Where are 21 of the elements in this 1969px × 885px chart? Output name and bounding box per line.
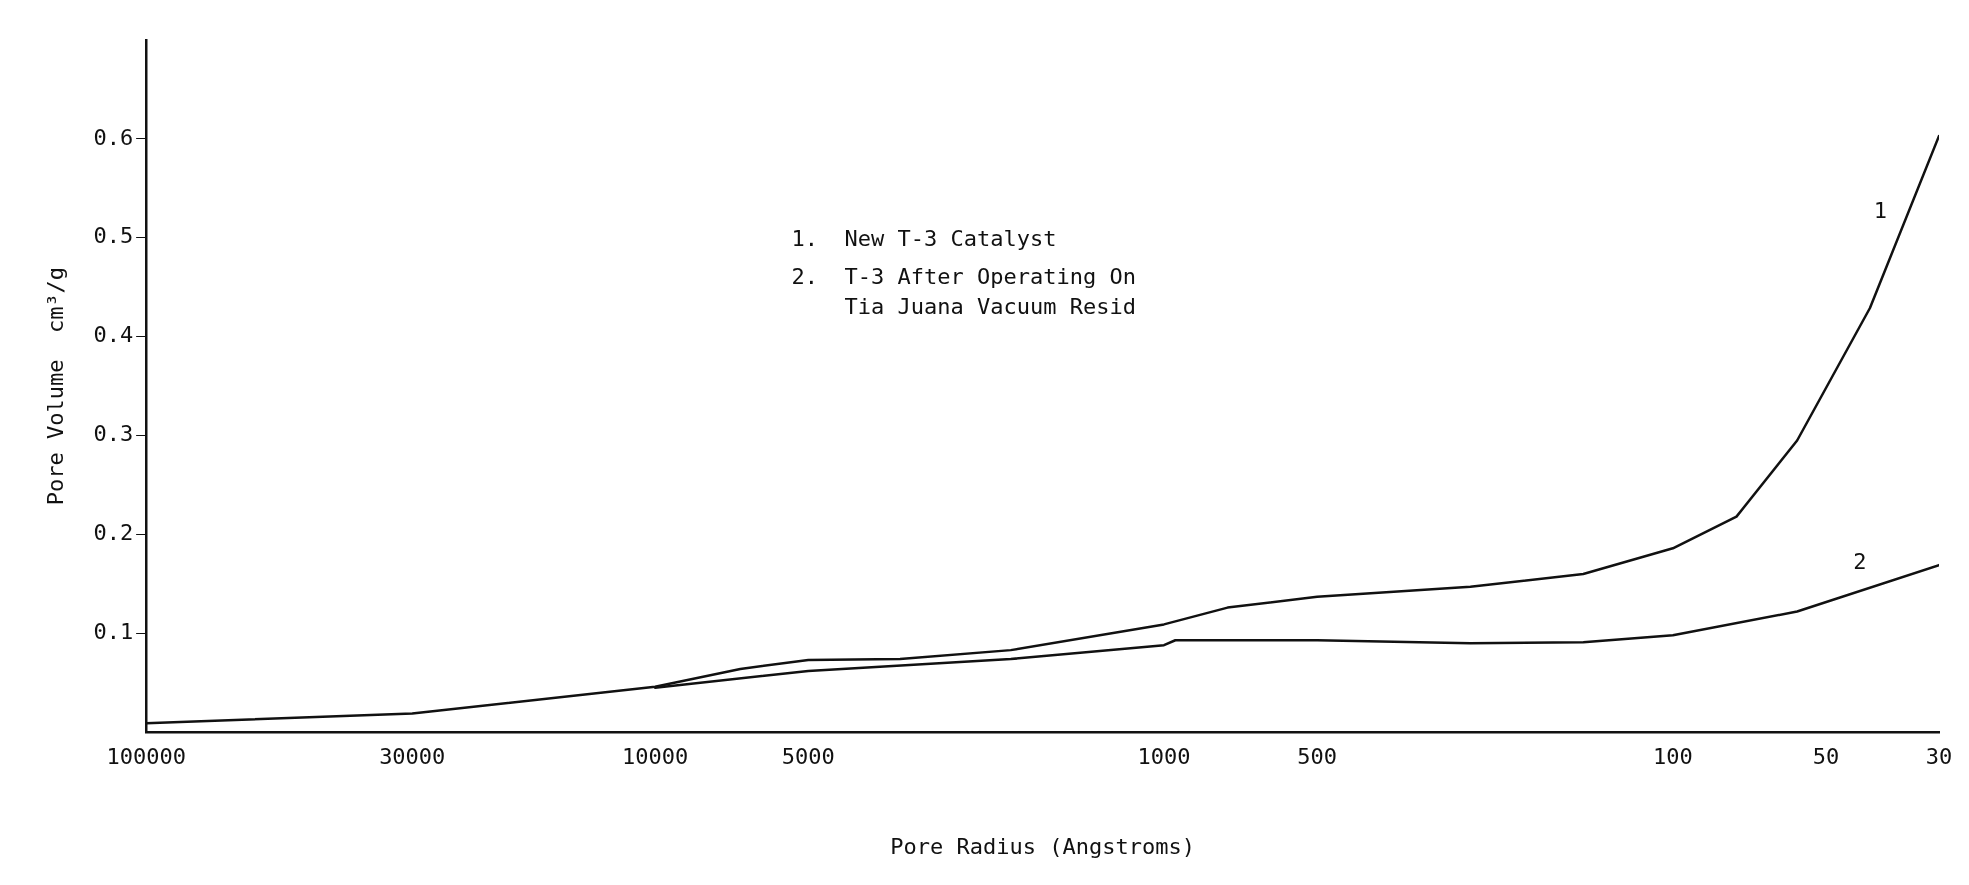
annotation: 2. T-3 After Operating On Tia Juana Vacuum Resid — [791, 264, 1136, 320]
x-tick-label: 1000 — [1137, 744, 1191, 770]
x-tick-label: 500 — [1297, 744, 1338, 770]
x-tick-label: 30 — [1925, 744, 1953, 770]
annotation: 1. New T-3 Catalyst — [791, 226, 1057, 252]
series-label: 2 — [1853, 549, 1867, 575]
x-axis-title: Pore Radius (Angstroms) — [890, 833, 1195, 859]
y-tick-label: 0.3 — [93, 421, 134, 447]
y-tick-label: 0.2 — [93, 520, 134, 546]
x-tick-label: 10000 — [621, 744, 689, 770]
y-tick-label: 0.1 — [93, 619, 134, 645]
y-tick-label: 0.4 — [93, 322, 134, 348]
series-label: 1 — [1873, 197, 1887, 223]
x-tick-label: 100000 — [106, 744, 186, 770]
y-tick-label: 0.5 — [93, 223, 134, 249]
x-tick-label: 5000 — [781, 744, 835, 770]
x-tick-label: 30000 — [379, 744, 446, 770]
y-axis-title: Pore Volume cm³/g — [42, 266, 68, 506]
x-tick-label: 100 — [1653, 744, 1693, 770]
x-tick-label: 50 — [1812, 744, 1840, 770]
y-tick-label: 0.6 — [93, 124, 134, 150]
